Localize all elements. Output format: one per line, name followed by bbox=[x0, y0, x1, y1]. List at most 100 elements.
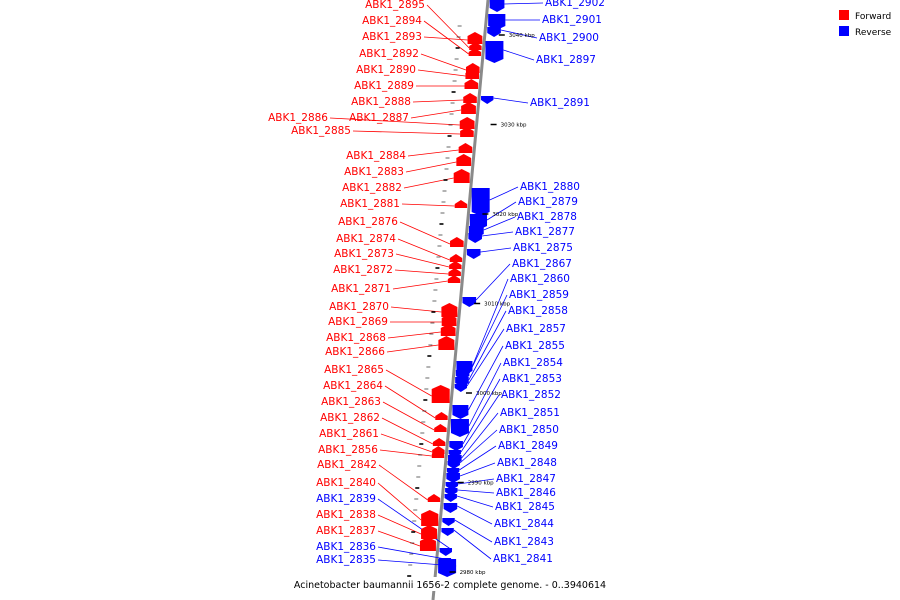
gene-feature-ABK1_2880[interactable] bbox=[471, 188, 490, 216]
gene-label-ABK1_2862[interactable]: ABK1_2862 bbox=[320, 412, 380, 424]
gene-feature-ABK1_2885[interactable] bbox=[460, 127, 474, 137]
gene-feature-ABK1_2838[interactable] bbox=[421, 525, 438, 539]
gene-label-ABK1_2841[interactable]: ABK1_2841 bbox=[493, 553, 553, 565]
gene-feature-ABK1_2892[interactable] bbox=[465, 63, 480, 73]
gene-feature-ABK1_2894[interactable] bbox=[468, 48, 482, 56]
gene-label-ABK1_2859[interactable]: ABK1_2859 bbox=[509, 289, 569, 301]
gene-feature-ABK1_2837[interactable] bbox=[419, 537, 436, 551]
gene-label-ABK1_2894[interactable]: ABK1_2894 bbox=[362, 15, 422, 27]
gene-feature-ABK1_2891[interactable] bbox=[481, 96, 494, 104]
gene-label-ABK1_2900[interactable]: ABK1_2900 bbox=[539, 32, 599, 44]
gene-label-ABK1_2839[interactable]: ABK1_2839 bbox=[316, 493, 376, 505]
gene-feature-ABK1_2902[interactable] bbox=[489, 0, 505, 12]
gene-label-ABK1_2864[interactable]: ABK1_2864 bbox=[323, 380, 383, 392]
gene-feature-ABK1_2867[interactable] bbox=[462, 297, 477, 307]
gene-feature-ABK1_2877[interactable] bbox=[468, 233, 482, 243]
gene-feature-ABK1_2870[interactable] bbox=[441, 303, 458, 317]
gene-feature-ABK1_2872[interactable] bbox=[448, 268, 461, 276]
gene-label-ABK1_2836[interactable]: ABK1_2836 bbox=[316, 541, 376, 553]
gene-label-ABK1_2845[interactable]: ABK1_2845 bbox=[495, 501, 555, 513]
gene-label-ABK1_2869[interactable]: ABK1_2869 bbox=[328, 316, 388, 328]
gene-feature-ABK1_2889[interactable] bbox=[464, 79, 479, 89]
gene-label-ABK1_2884[interactable]: ABK1_2884 bbox=[346, 150, 406, 162]
gene-label-ABK1_2887[interactable]: ABK1_2887 bbox=[349, 112, 409, 124]
gene-feature-ABK1_2890[interactable] bbox=[465, 69, 480, 79]
gene-label-ABK1_2885[interactable]: ABK1_2885 bbox=[291, 125, 351, 137]
gene-label-ABK1_2837[interactable]: ABK1_2837 bbox=[316, 525, 376, 537]
gene-label-ABK1_2883[interactable]: ABK1_2883 bbox=[344, 166, 404, 178]
gene-feature-ABK1_2884[interactable] bbox=[458, 143, 473, 153]
gene-feature-ABK1_2854[interactable] bbox=[450, 419, 469, 437]
gene-feature-ABK1_2841[interactable] bbox=[441, 528, 454, 536]
gene-feature-ABK1_2839[interactable] bbox=[439, 548, 452, 556]
gene-label-ABK1_2892[interactable]: ABK1_2892 bbox=[359, 48, 419, 60]
gene-label-ABK1_2890[interactable]: ABK1_2890 bbox=[356, 64, 416, 76]
gene-label-ABK1_2842[interactable]: ABK1_2842 bbox=[317, 459, 377, 471]
gene-feature-ABK1_2842[interactable] bbox=[427, 494, 441, 502]
gene-feature-ABK1_2875[interactable] bbox=[466, 249, 481, 259]
gene-label-ABK1_2853[interactable]: ABK1_2853 bbox=[502, 373, 562, 385]
gene-label-ABK1_2902[interactable]: ABK1_2902 bbox=[545, 0, 605, 9]
gene-label-ABK1_2876[interactable]: ABK1_2876 bbox=[338, 216, 398, 228]
gene-label-ABK1_2846[interactable]: ABK1_2846 bbox=[496, 487, 556, 499]
gene-feature-ABK1_2856[interactable] bbox=[431, 450, 445, 458]
gene-feature-ABK1_2855[interactable] bbox=[452, 405, 469, 419]
gene-label-ABK1_2872[interactable]: ABK1_2872 bbox=[333, 264, 393, 276]
gene-label-ABK1_2865[interactable]: ABK1_2865 bbox=[324, 364, 384, 376]
gene-feature-ABK1_2900[interactable] bbox=[487, 27, 501, 37]
gene-label-ABK1_2888[interactable]: ABK1_2888 bbox=[351, 96, 411, 108]
gene-label-ABK1_2860[interactable]: ABK1_2860 bbox=[510, 273, 570, 285]
gene-label-ABK1_2875[interactable]: ABK1_2875 bbox=[513, 242, 573, 254]
gene-label-ABK1_2847[interactable]: ABK1_2847 bbox=[496, 473, 556, 485]
gene-label-ABK1_2873[interactable]: ABK1_2873 bbox=[334, 248, 394, 260]
gene-feature-ABK1_2876[interactable] bbox=[450, 237, 464, 247]
gene-label-ABK1_2881[interactable]: ABK1_2881 bbox=[340, 198, 400, 210]
gene-feature-ABK1_2843[interactable] bbox=[442, 518, 455, 526]
gene-feature-ABK1_2862[interactable] bbox=[432, 438, 446, 446]
gene-label-ABK1_2877[interactable]: ABK1_2877 bbox=[515, 226, 575, 238]
gene-label-ABK1_2858[interactable]: ABK1_2858 bbox=[508, 305, 568, 317]
gene-feature-ABK1_2866[interactable] bbox=[438, 336, 455, 350]
gene-feature-ABK1_2840[interactable] bbox=[421, 510, 439, 526]
gene-label-ABK1_2893[interactable]: ABK1_2893 bbox=[362, 31, 422, 43]
gene-feature-ABK1_2874[interactable] bbox=[449, 254, 463, 262]
gene-feature-ABK1_2863[interactable] bbox=[434, 424, 447, 432]
gene-feature-ABK1_2864[interactable] bbox=[435, 412, 448, 420]
gene-label-ABK1_2844[interactable]: ABK1_2844 bbox=[494, 518, 554, 530]
gene-feature-ABK1_2869[interactable] bbox=[441, 314, 457, 326]
gene-label-ABK1_2879[interactable]: ABK1_2879 bbox=[518, 196, 578, 208]
gene-label-ABK1_2874[interactable]: ABK1_2874 bbox=[336, 233, 396, 245]
gene-feature-ABK1_2848[interactable] bbox=[446, 473, 460, 483]
gene-feature-ABK1_2901[interactable] bbox=[488, 14, 506, 30]
gene-label-ABK1_2838[interactable]: ABK1_2838 bbox=[316, 509, 376, 521]
gene-label-ABK1_2889[interactable]: ABK1_2889 bbox=[354, 80, 414, 92]
gene-label-ABK1_2891[interactable]: ABK1_2891 bbox=[530, 97, 590, 109]
gene-label-ABK1_2901[interactable]: ABK1_2901 bbox=[542, 14, 602, 26]
gene-feature-ABK1_2888[interactable] bbox=[463, 93, 477, 103]
gene-label-ABK1_2878[interactable]: ABK1_2878 bbox=[517, 211, 577, 223]
gene-label-ABK1_2870[interactable]: ABK1_2870 bbox=[329, 301, 389, 313]
gene-label-ABK1_2866[interactable]: ABK1_2866 bbox=[325, 346, 385, 358]
gene-label-ABK1_2861[interactable]: ABK1_2861 bbox=[319, 428, 379, 440]
gene-feature-ABK1_2897[interactable] bbox=[485, 41, 504, 63]
gene-feature-ABK1_2835[interactable] bbox=[438, 559, 457, 577]
gene-feature-ABK1_2844[interactable] bbox=[443, 503, 458, 513]
gene-feature-ABK1_2886[interactable] bbox=[459, 117, 475, 129]
gene-feature-ABK1_2881[interactable] bbox=[454, 200, 468, 208]
gene-feature-ABK1_2883[interactable] bbox=[456, 154, 472, 166]
gene-label-ABK1_2849[interactable]: ABK1_2849 bbox=[498, 440, 558, 452]
gene-label-ABK1_2871[interactable]: ABK1_2871 bbox=[331, 283, 391, 295]
gene-label-ABK1_2852[interactable]: ABK1_2852 bbox=[501, 389, 561, 401]
gene-label-ABK1_2855[interactable]: ABK1_2855 bbox=[505, 340, 565, 352]
gene-label-ABK1_2835[interactable]: ABK1_2835 bbox=[316, 554, 376, 566]
gene-label-ABK1_2880[interactable]: ABK1_2880 bbox=[520, 181, 580, 193]
gene-label-ABK1_2882[interactable]: ABK1_2882 bbox=[342, 182, 402, 194]
gene-feature-ABK1_2853[interactable] bbox=[449, 441, 463, 451]
gene-feature-ABK1_2845[interactable] bbox=[444, 494, 457, 502]
gene-label-ABK1_2895[interactable]: ABK1_2895 bbox=[365, 0, 425, 11]
gene-label-ABK1_2897[interactable]: ABK1_2897 bbox=[536, 54, 596, 66]
gene-label-ABK1_2840[interactable]: ABK1_2840 bbox=[316, 477, 376, 489]
gene-feature-ABK1_2857[interactable] bbox=[454, 384, 468, 392]
gene-label-ABK1_2867[interactable]: ABK1_2867 bbox=[512, 258, 572, 270]
gene-label-ABK1_2868[interactable]: ABK1_2868 bbox=[326, 332, 386, 344]
